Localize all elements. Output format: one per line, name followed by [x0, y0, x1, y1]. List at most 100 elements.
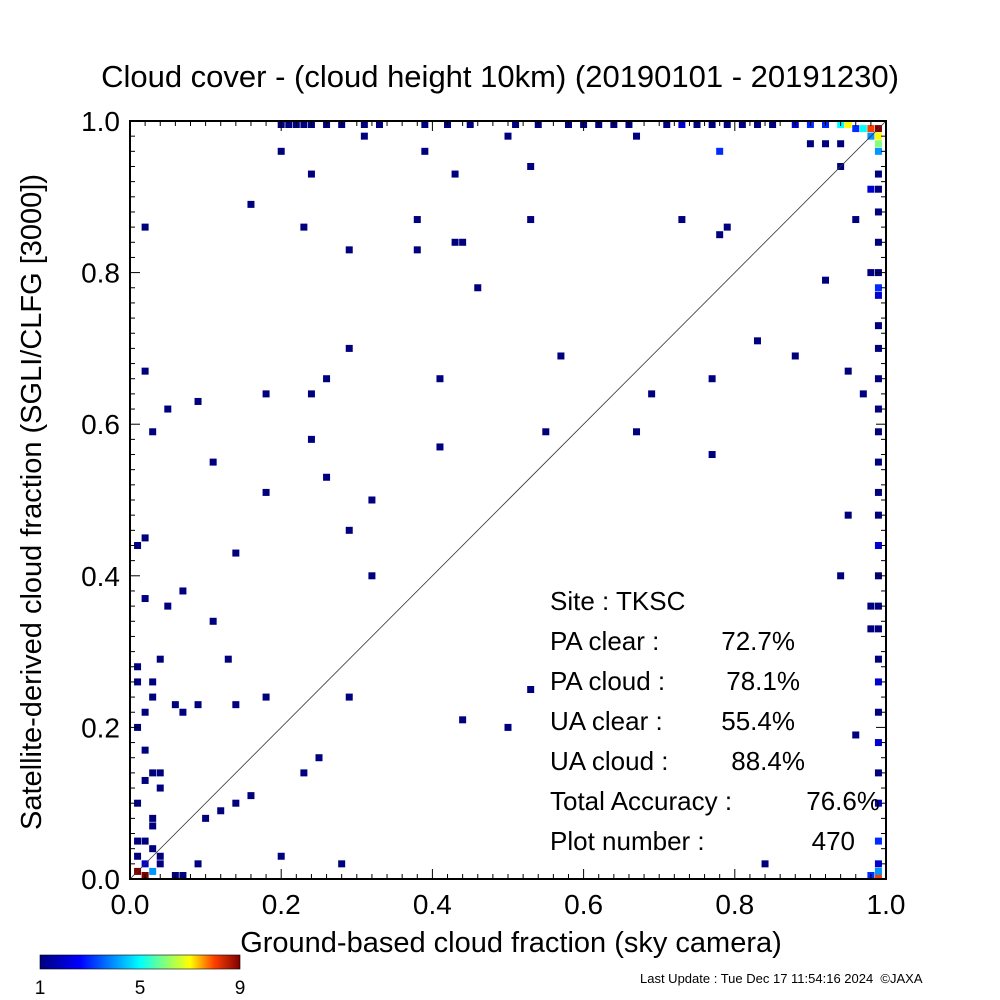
data-cell	[633, 132, 641, 140]
stat-label: PA cloud :	[550, 666, 665, 696]
data-cell	[693, 121, 701, 128]
data-cell	[436, 375, 444, 383]
stat-value: 76.6%	[806, 786, 880, 816]
data-cell	[504, 132, 512, 140]
y-tick-label: 0.2	[81, 712, 120, 743]
data-cell	[141, 534, 149, 542]
x-tick-label: 0.2	[262, 889, 301, 920]
x-tick-label: 0.0	[111, 889, 150, 920]
data-cell	[368, 496, 376, 504]
data-cell	[360, 132, 368, 140]
stat-value: 470	[812, 826, 855, 856]
data-cell	[149, 693, 157, 701]
data-cell	[134, 663, 142, 671]
data-cell	[164, 602, 172, 610]
one-to-one-line	[129, 120, 887, 880]
data-cell	[285, 121, 293, 128]
data-cell	[262, 390, 270, 398]
data-cell	[345, 344, 353, 352]
data-cell	[459, 238, 467, 246]
data-cell	[134, 541, 142, 549]
data-cell	[716, 147, 724, 155]
colorbar-label: 9	[235, 978, 246, 999]
y-tick-label: 1.0	[81, 106, 120, 137]
data-cell	[769, 121, 777, 128]
data-cell	[822, 276, 830, 284]
y-tick-label: 0.6	[81, 409, 120, 440]
stat-label: Site : TKSC	[550, 586, 685, 616]
data-cell	[277, 147, 285, 155]
data-cell	[141, 837, 149, 845]
data-cell	[360, 121, 368, 128]
data-cell	[874, 405, 882, 413]
data-cell	[300, 223, 308, 231]
data-cell	[663, 121, 671, 128]
data-cell	[436, 443, 444, 451]
data-cell	[421, 147, 429, 155]
data-cell	[753, 121, 761, 128]
data-cell	[209, 617, 217, 625]
data-cell	[761, 860, 769, 868]
data-cell	[738, 121, 746, 128]
data-cell	[867, 185, 875, 193]
data-cell	[852, 216, 860, 224]
data-cell	[134, 852, 142, 860]
data-cell	[345, 246, 353, 254]
data-cell	[874, 132, 882, 140]
data-cell	[134, 799, 142, 807]
data-cell	[232, 799, 240, 807]
data-cell	[708, 375, 716, 383]
data-cell	[844, 121, 852, 128]
data-cell	[194, 397, 202, 405]
x-tick-label: 0.4	[413, 889, 452, 920]
data-cell	[504, 723, 512, 731]
data-cell	[874, 872, 882, 879]
data-cell	[867, 602, 875, 610]
data-cell	[837, 140, 845, 148]
data-cell	[874, 322, 882, 330]
data-cell	[852, 125, 860, 133]
last-update-footer: Last Update : Tue Dec 17 11:54:16 2024 ©…	[640, 971, 923, 986]
data-cell	[557, 352, 565, 360]
data-cell	[874, 147, 882, 155]
data-cell	[194, 860, 202, 868]
data-cell	[822, 140, 830, 148]
data-cell	[474, 284, 482, 292]
data-cell	[149, 769, 157, 777]
data-cell	[874, 291, 882, 299]
data-cell	[874, 375, 882, 383]
data-cell	[141, 223, 149, 231]
data-cell	[421, 121, 429, 128]
data-cell	[451, 238, 459, 246]
data-cell	[209, 458, 217, 466]
data-cell	[156, 655, 164, 663]
data-cell	[874, 488, 882, 496]
data-cell	[633, 428, 641, 436]
colorbar-ticks: 1 5 9	[35, 978, 246, 999]
data-cell	[307, 390, 315, 398]
data-cell	[262, 488, 270, 496]
stat-value: 55.4%	[721, 706, 795, 736]
data-cell	[874, 541, 882, 549]
data-cell	[874, 837, 882, 845]
data-cell	[194, 701, 202, 709]
data-cell	[179, 872, 187, 879]
data-cell	[323, 473, 331, 481]
y-tick-label: 0.0	[81, 864, 120, 895]
data-cell	[874, 511, 882, 519]
data-cell	[527, 216, 535, 224]
data-cell	[874, 238, 882, 246]
data-cell	[141, 708, 149, 716]
data-cell	[141, 746, 149, 754]
data-cell	[179, 587, 187, 595]
data-cell	[300, 121, 308, 128]
data-cell	[723, 223, 731, 231]
data-cell	[874, 799, 882, 807]
data-cell	[149, 814, 157, 822]
data-cell	[874, 708, 882, 716]
data-cell	[134, 837, 142, 845]
data-cell	[874, 170, 882, 178]
data-cell	[315, 754, 323, 762]
data-cell	[149, 867, 157, 875]
data-cell	[791, 352, 799, 360]
